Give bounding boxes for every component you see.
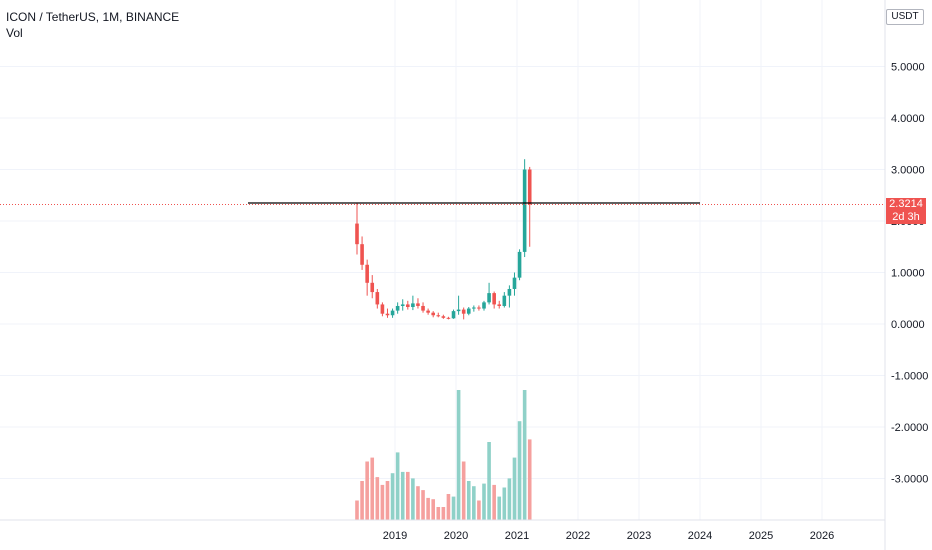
volume-bar (497, 496, 502, 520)
candle-body (477, 307, 481, 309)
time-tick-label: 2022 (566, 530, 590, 542)
candle-body (446, 317, 451, 319)
volume-bar (436, 507, 441, 520)
candle-body (451, 311, 456, 319)
grid-lines (0, 0, 885, 520)
price-candles (355, 159, 532, 320)
candle-body (365, 264, 369, 283)
candle-body (385, 313, 390, 316)
price-tick-label: 1.0000 (891, 268, 925, 280)
volume-bar (421, 490, 425, 520)
price-tick-label: -3.0000 (891, 474, 928, 486)
volume-bar (502, 487, 507, 520)
last-price-tag: 2.3214 2d 3h (886, 197, 926, 224)
volume-bar (380, 484, 385, 520)
candle-body (360, 244, 364, 265)
candle-body (436, 315, 441, 317)
volume-bar (416, 486, 420, 520)
price-axis[interactable]: 5.00004.00003.00002.00001.00000.0000-1.0… (891, 62, 928, 486)
price-tick-label: -2.0000 (891, 422, 928, 434)
volume-bar (446, 494, 451, 520)
candle-body (472, 307, 476, 309)
candle-body (512, 277, 517, 289)
candle-body (380, 304, 385, 314)
candle-body (370, 282, 375, 293)
candle-body (482, 302, 486, 309)
volume-bar (472, 486, 476, 520)
currency-badge[interactable]: USDT (886, 9, 924, 25)
candle-body (517, 251, 522, 278)
time-tick-label: 2019 (383, 530, 407, 542)
volume-bar (461, 461, 466, 520)
volume-bar (487, 442, 491, 520)
volume-bar (492, 484, 496, 520)
candle-body (461, 309, 466, 314)
volume-bar (355, 500, 359, 520)
candle-body (411, 303, 415, 308)
price-tick-label: 5.0000 (891, 62, 925, 74)
candle-body (406, 304, 410, 308)
candle-body (400, 304, 405, 306)
time-tick-label: 2026 (810, 530, 834, 542)
volume-bar (400, 471, 405, 520)
volume-bar (360, 481, 364, 520)
candle-body (497, 304, 502, 306)
volume-bar (426, 497, 430, 520)
volume-indicator-label[interactable]: Vol (6, 26, 23, 40)
price-tick-label: 0.0000 (891, 319, 925, 331)
candle-body (502, 295, 507, 306)
candle-body (487, 293, 491, 303)
price-tick-label: 3.0000 (891, 165, 925, 177)
volume-bar (406, 471, 410, 520)
candle-body (395, 305, 400, 311)
candle-body (456, 309, 461, 312)
candle-body (416, 303, 420, 306)
time-tick-label: 2025 (749, 530, 773, 542)
candle-body (390, 310, 395, 316)
bar-countdown: 2d 3h (892, 210, 920, 223)
volume-bar (375, 477, 380, 520)
volume-bar (395, 452, 400, 520)
volume-bar (390, 473, 395, 520)
candle-body (421, 305, 425, 311)
candle-body (466, 308, 471, 314)
candle-body (527, 169, 532, 205)
volume-bar (431, 499, 435, 520)
volume-bar (517, 421, 522, 520)
candle-body (492, 293, 496, 305)
volume-bar (411, 478, 415, 520)
time-axis[interactable]: 2019 2020 2021 2022 2023 2024 2025 2026 (383, 530, 834, 542)
time-tick-label: 2021 (505, 530, 529, 542)
chart-legend: ICON / TetherUS, 1M, BINANCE Vol (6, 9, 179, 41)
volume-bar (527, 439, 532, 520)
volume-bar (451, 496, 456, 520)
candle-body (431, 312, 435, 316)
candle-body (426, 310, 430, 313)
volume-bar (365, 461, 369, 520)
volume-bar (370, 457, 375, 520)
price-tick-label: 4.0000 (891, 113, 925, 125)
candle-body (522, 169, 527, 252)
time-tick-label: 2023 (627, 530, 651, 542)
candle-body (355, 223, 359, 245)
candle-body (441, 316, 446, 318)
price-tick-label: -1.0000 (891, 371, 928, 383)
volume-bar (441, 507, 446, 520)
volume-bar (466, 481, 471, 520)
time-tick-label: 2024 (688, 530, 712, 542)
volume-bars (355, 390, 532, 520)
volume-bar (507, 478, 512, 520)
volume-bar (477, 500, 481, 520)
volume-bar (385, 481, 390, 520)
last-price-value: 2.3214 (889, 197, 923, 210)
volume-bar (482, 483, 486, 520)
volume-bar (522, 390, 527, 520)
candle-body (507, 288, 512, 296)
volume-bar (456, 390, 461, 520)
symbol-title[interactable]: ICON / TetherUS, 1M, BINANCE (6, 10, 180, 24)
time-tick-label: 2020 (444, 530, 468, 542)
candle-body (375, 292, 380, 305)
volume-bar (512, 457, 517, 520)
